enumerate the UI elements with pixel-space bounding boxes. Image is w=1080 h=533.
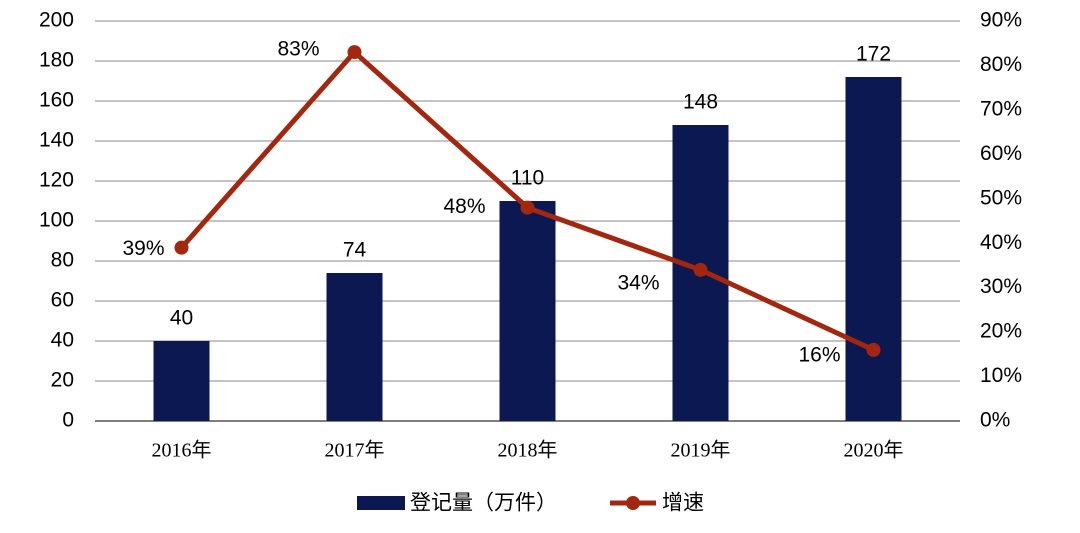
y2-tick-label: 90% xyxy=(980,9,1022,32)
bar xyxy=(326,273,383,421)
y2-tick-label: 10% xyxy=(980,364,1022,387)
line-value-label: 39% xyxy=(122,237,164,260)
line-marker xyxy=(347,45,362,60)
line-marker xyxy=(693,262,708,277)
line-value-label: 48% xyxy=(443,195,485,218)
x-tick-label: 2019年 xyxy=(671,439,731,462)
y-tick-label: 180 xyxy=(39,49,74,72)
x-tick-label: 2016年 xyxy=(152,439,212,462)
line-marker xyxy=(520,200,535,215)
y2-tick-label: 50% xyxy=(980,186,1022,209)
y2-tick-label: 70% xyxy=(980,97,1022,120)
line-marker xyxy=(174,240,189,255)
y2-tick-label: 40% xyxy=(980,231,1022,254)
y-tick-label: 40 xyxy=(51,329,74,352)
x-tick-label: 2017年 xyxy=(325,439,385,462)
y2-tick-label: 30% xyxy=(980,275,1022,298)
bar-value-label: 74 xyxy=(343,239,367,262)
x-tick-label: 2018年 xyxy=(498,439,558,462)
bar xyxy=(153,341,210,421)
bar-value-label: 40 xyxy=(170,307,193,330)
y-tick-label: 0 xyxy=(62,409,74,432)
legend-label: 增速 xyxy=(662,492,704,515)
legend-label: 登记量（万件） xyxy=(410,492,557,515)
y2-tick-label: 20% xyxy=(980,320,1022,343)
bar-value-label: 148 xyxy=(683,91,718,114)
y2-tick-label: 60% xyxy=(980,142,1022,165)
y-tick-label: 200 xyxy=(39,9,74,32)
bar xyxy=(845,77,902,421)
bar-value-label: 110 xyxy=(511,167,544,190)
legend-swatch xyxy=(357,496,405,510)
y-tick-label: 140 xyxy=(39,129,74,152)
x-tick-label: 2020年 xyxy=(844,439,904,462)
bar xyxy=(499,201,556,421)
line-value-label: 83% xyxy=(277,38,319,61)
bar-value-label: 172 xyxy=(856,43,891,66)
line-marker xyxy=(866,342,881,357)
y-tick-label: 60 xyxy=(51,289,74,312)
line-value-label: 34% xyxy=(617,271,659,294)
y-tick-label: 120 xyxy=(39,169,74,192)
legend-swatch xyxy=(626,496,640,510)
y-tick-label: 20 xyxy=(51,369,74,392)
line-value-label: 16% xyxy=(798,343,840,366)
y2-tick-label: 0% xyxy=(980,409,1010,432)
y-tick-label: 160 xyxy=(39,89,74,112)
y-tick-label: 80 xyxy=(51,249,74,272)
y-tick-label: 100 xyxy=(39,209,74,232)
y2-tick-label: 80% xyxy=(980,53,1022,76)
